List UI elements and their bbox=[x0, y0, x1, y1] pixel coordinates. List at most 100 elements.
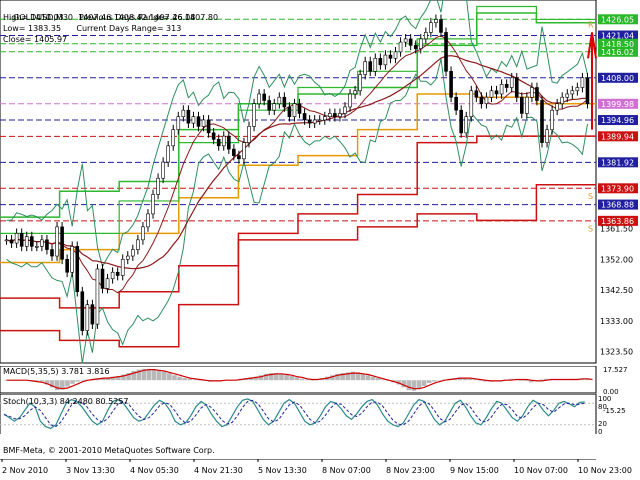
info-line-2: Low= 1383.35 Current Days Range= 313 bbox=[3, 23, 181, 34]
candle-body bbox=[247, 126, 251, 143]
candle-body bbox=[424, 32, 428, 40]
macd-bar bbox=[75, 380, 80, 382]
candle-body bbox=[575, 87, 580, 92]
candle-body bbox=[196, 116, 201, 127]
candle-body bbox=[418, 38, 423, 49]
time-tick-label: 5 Nov 13:30 bbox=[258, 466, 307, 475]
macd-bar bbox=[60, 380, 65, 390]
macd-bar bbox=[116, 375, 121, 381]
macd-bar bbox=[177, 376, 182, 381]
macd-title: MACD(5,35,5) 3.781 3.816 bbox=[3, 367, 110, 376]
macd-signal-line bbox=[6, 369, 593, 390]
candle-body bbox=[489, 90, 494, 98]
macd-bar bbox=[70, 380, 75, 384]
candle-body bbox=[388, 54, 393, 59]
candle-body bbox=[115, 271, 120, 276]
macd-bar bbox=[248, 377, 254, 381]
candle-body bbox=[555, 103, 559, 111]
macd-bar bbox=[34, 380, 40, 381]
candle-body bbox=[252, 103, 256, 127]
candle-body bbox=[358, 74, 362, 92]
price-tag-label: 1394.96 bbox=[601, 116, 634, 125]
symbol-header: GOLDUSD,M30 1407.46 1408.42 1407.46 1407… bbox=[3, 1, 218, 34]
macd-bar bbox=[457, 377, 463, 381]
candle-body bbox=[444, 32, 448, 72]
band-upper bbox=[6, 0, 588, 268]
macd-tick-top: 17.527 bbox=[603, 366, 628, 374]
candle-body bbox=[312, 119, 317, 124]
macd-bar bbox=[167, 373, 172, 381]
candle-body bbox=[227, 135, 231, 150]
candle-body bbox=[545, 129, 549, 143]
macd-bar bbox=[462, 378, 468, 381]
candle-body bbox=[125, 255, 130, 260]
macd-bar bbox=[523, 380, 529, 381]
macd-bar bbox=[172, 375, 177, 381]
time-tick-label: 8 Nov 23:00 bbox=[386, 466, 435, 475]
high-text: High= 1410.03 bbox=[3, 13, 64, 22]
candle-body bbox=[80, 291, 85, 331]
macd-bar bbox=[111, 376, 116, 381]
candle-body bbox=[398, 41, 403, 53]
arrow-marker bbox=[587, 32, 597, 130]
price-tag-label: 1421.04 bbox=[601, 32, 634, 41]
macd-bar bbox=[187, 378, 193, 381]
macd-panel[interactable] bbox=[0, 366, 640, 394]
candle-body bbox=[550, 109, 554, 130]
step-line bbox=[0, 135, 596, 309]
candle-body bbox=[267, 100, 272, 111]
candle-body bbox=[514, 77, 519, 98]
candle-body bbox=[35, 246, 39, 248]
price-tag bbox=[598, 215, 638, 226]
stochastic-panel[interactable] bbox=[0, 394, 640, 434]
ohlc-values: 1407.46 1408.42 1407.46 1407.80 bbox=[78, 13, 219, 22]
price-tick-label: 1361.50 bbox=[600, 224, 633, 233]
candle-body bbox=[282, 96, 287, 108]
candle-body bbox=[65, 258, 69, 273]
prev-range-text: Previous Days Range= 26.08 bbox=[78, 13, 196, 22]
macd-bar bbox=[401, 380, 407, 388]
macd-bar bbox=[335, 373, 340, 381]
macd-bar bbox=[416, 380, 422, 389]
stoch-main-line bbox=[3, 398, 585, 430]
candle-body bbox=[530, 87, 534, 98]
time-tick-label: 9 Nov 15:00 bbox=[450, 466, 499, 475]
candle-body bbox=[19, 233, 24, 247]
price-tag-label: 1368.88 bbox=[601, 201, 634, 210]
candle-body bbox=[580, 77, 585, 88]
price-tag bbox=[598, 98, 638, 109]
price-tag bbox=[598, 14, 638, 25]
macd-bar bbox=[4, 380, 9, 381]
candle-body bbox=[474, 90, 479, 98]
candle-body bbox=[560, 96, 565, 105]
candle-body bbox=[85, 304, 90, 331]
candles bbox=[4, 0, 597, 364]
macd-bar bbox=[508, 378, 514, 381]
candle-body bbox=[479, 96, 484, 105]
candle-body bbox=[40, 239, 44, 247]
candle-body bbox=[105, 278, 110, 289]
band-lower bbox=[6, 58, 588, 364]
close-text: Close= 1405.97 bbox=[3, 35, 68, 44]
candle-body bbox=[221, 135, 226, 147]
macd-bar bbox=[284, 375, 289, 381]
moving-average-slow bbox=[6, 55, 588, 270]
candle-body bbox=[110, 271, 115, 280]
candle-body bbox=[176, 116, 181, 130]
macd-bar bbox=[49, 380, 55, 388]
candle-body bbox=[459, 109, 463, 134]
price-chart[interactable]: R S S 1361.50 1352.00 1342.50 1333.00 1323.50 14… bbox=[0, 0, 640, 366]
candle-body bbox=[146, 213, 150, 228]
price-tick-label: 1352.00 bbox=[600, 255, 633, 264]
candle-body bbox=[297, 103, 302, 114]
price-tag bbox=[598, 183, 638, 194]
macd-bar bbox=[381, 379, 386, 381]
candle-body bbox=[363, 61, 367, 75]
candle-body bbox=[322, 116, 327, 121]
candle-body bbox=[232, 148, 236, 156]
candle-body bbox=[413, 45, 418, 49]
candle-body bbox=[120, 258, 125, 276]
time-tick-label: 2 Nov 2010 bbox=[2, 466, 48, 475]
time-tick-label: 4 Nov 05:30 bbox=[130, 466, 179, 475]
time-tick-label: 8 Nov 07:00 bbox=[322, 466, 371, 475]
